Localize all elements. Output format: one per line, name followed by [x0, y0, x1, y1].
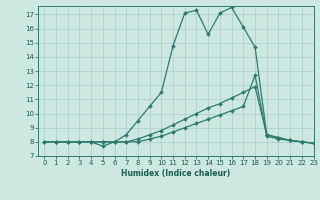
X-axis label: Humidex (Indice chaleur): Humidex (Indice chaleur) [121, 169, 231, 178]
